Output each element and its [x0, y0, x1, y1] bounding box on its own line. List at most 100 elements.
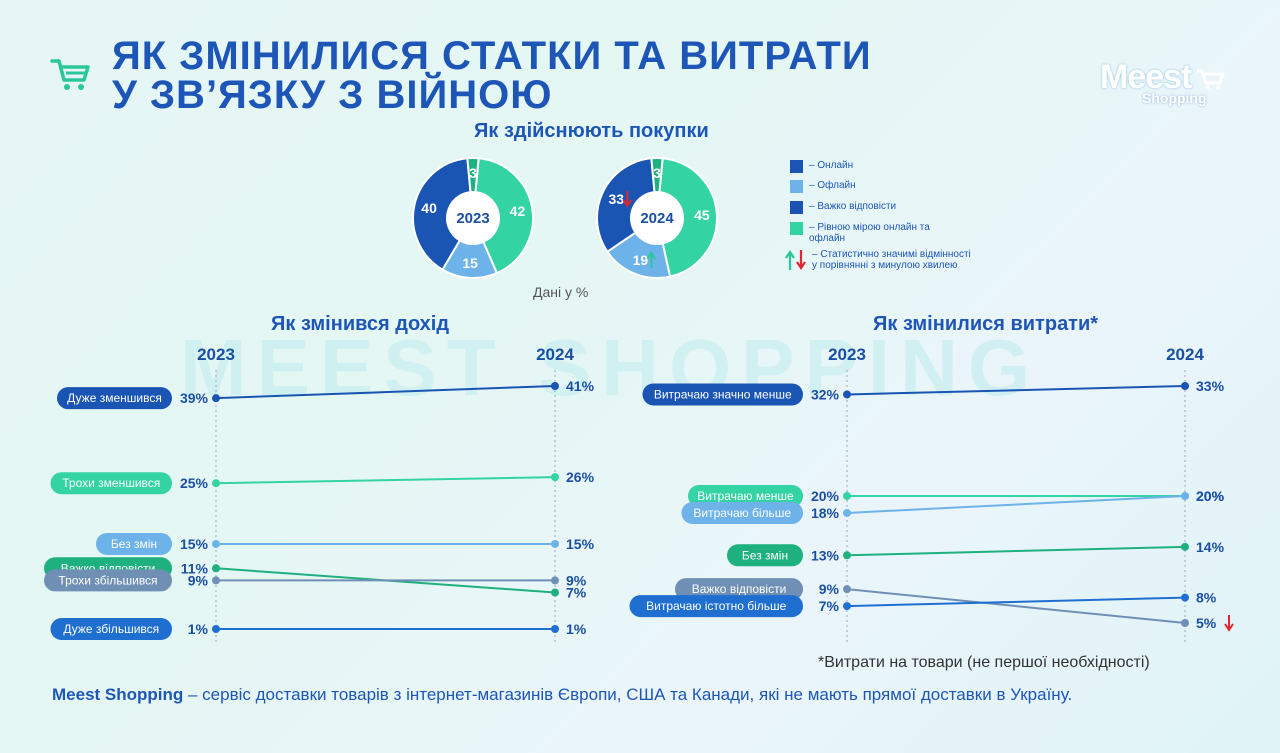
series-line [846, 495, 1186, 514]
donut-slice-label: 33 [608, 191, 624, 207]
series-pill [675, 578, 803, 601]
footer-text: Meest Shopping – сервіс доставки товарів… [52, 685, 1072, 705]
series-line [215, 476, 556, 485]
data-point [551, 576, 559, 585]
data-point [1181, 382, 1189, 390]
data-label: 7% [566, 585, 587, 601]
arrow-down-icon [622, 190, 633, 208]
donut-slice [466, 157, 480, 194]
series-pill [57, 387, 172, 410]
data-point [551, 473, 559, 482]
donut-center [448, 193, 498, 243]
data-point [843, 508, 851, 517]
legend-item-significance: – Статистично значимі відмінності у порі… [784, 249, 972, 271]
donut-slice-label: 42 [510, 203, 526, 219]
data-label: 1% [566, 621, 587, 637]
legend-swatch [790, 180, 803, 193]
series-pill-label: Витрачаю більше [693, 506, 791, 520]
donut-slice [650, 157, 664, 194]
data-point [212, 576, 220, 585]
footer-brand: Meest Shopping [52, 685, 184, 704]
data-point [1181, 619, 1189, 627]
data-point [843, 390, 851, 399]
year-label: 2023 [828, 345, 866, 364]
data-point [212, 394, 220, 403]
series-pill [44, 569, 172, 592]
legend-item-hard-to-say: – Важко відповісти [790, 201, 896, 214]
series-pill-label: Трохи збільшився [58, 573, 157, 587]
data-label: 11% [181, 560, 209, 576]
units-note: Дані у % [533, 284, 589, 300]
series-line [846, 588, 1186, 624]
arrow-down-icon [1224, 615, 1234, 632]
data-label: 25% [180, 475, 209, 491]
donut-slice [658, 157, 718, 278]
watermark-text: MEEST SHOPPING [180, 323, 1041, 412]
donut-center [632, 193, 682, 243]
legend-label: – Важко відповісти [809, 201, 897, 212]
data-point [212, 479, 220, 488]
legend-item-offline: – Офлайн [790, 180, 856, 193]
data-point [551, 588, 559, 597]
donut-slice-label: 45 [694, 207, 710, 223]
data-point [1181, 593, 1189, 602]
data-label: 9% [566, 572, 587, 588]
expenses-slope-chart: 2023 2024 32% 33% Витрачаю значно менше 20% 20… [629, 345, 1234, 642]
donut-slice [412, 157, 472, 272]
data-label: 13% [811, 547, 840, 563]
slope-charts: 2023 2024 39% 41% Дуже зменшився 25% 26% Трохи … [44, 345, 1234, 642]
data-point [551, 382, 559, 390]
series-pill [727, 544, 803, 567]
legend-swatch [790, 222, 803, 235]
legend-swatch [790, 160, 803, 173]
logo-cart-icon [1197, 69, 1225, 89]
legend-label: – Статистично значимі відмінності у порі… [812, 249, 971, 271]
logo-sub-text: Shopping [1142, 90, 1207, 106]
data-point [843, 492, 851, 501]
year-label: 2024 [536, 345, 574, 364]
data-point [212, 539, 220, 548]
series-pill [642, 383, 803, 406]
donut-slice-label: 15 [462, 255, 478, 271]
shopping-cart-icon [50, 56, 92, 97]
donut-slice-label: 3 [653, 165, 661, 181]
data-label: 33% [1196, 378, 1225, 394]
data-label: 20% [1196, 488, 1225, 504]
legend-label: – Офлайн [809, 180, 856, 191]
data-label: 7% [819, 598, 840, 614]
page-title-line-1: ЯК ЗМІНИЛИСЯ СТАТКИ ТА ВИТРАТИ [112, 34, 872, 78]
donut-slice-label: 19 [633, 252, 649, 268]
data-label: 9% [819, 581, 840, 597]
series-line [846, 385, 1186, 396]
data-point [551, 625, 559, 633]
data-point [212, 564, 220, 573]
series-pill [50, 618, 172, 640]
data-label: 20% [811, 488, 840, 504]
donut-slice-label: 3 [469, 165, 477, 181]
donut-slice [474, 157, 534, 275]
series-pill [681, 501, 803, 524]
data-point [843, 585, 851, 594]
series-pill [688, 485, 803, 508]
data-point [1181, 492, 1189, 501]
series-pill [50, 472, 172, 495]
donut-slice-label: 40 [421, 200, 437, 216]
legend-label: – Рівною мірою онлайн та офлайн [809, 222, 930, 244]
legend-label: – Онлайн [809, 160, 854, 171]
series-pill-label: Без змін [111, 537, 157, 551]
data-label: 8% [1196, 590, 1217, 606]
data-label: 39% [180, 390, 209, 406]
legend-swatch [790, 201, 803, 214]
donut-center-label: 2024 [640, 210, 674, 227]
data-label: 15% [566, 536, 595, 552]
data-label: 18% [811, 505, 840, 521]
series-pill-label: Витрачаю значно менше [654, 387, 792, 401]
series-pill-label: Дуже зменшився [67, 391, 162, 405]
series-pill [629, 595, 803, 618]
donut-chart-2023: 42 15 40 3 2023 [412, 157, 534, 279]
arrow-up-icon [646, 251, 657, 268]
data-label: 26% [566, 469, 595, 485]
up-down-arrows-icon [785, 250, 806, 270]
data-label: 9% [188, 572, 209, 588]
